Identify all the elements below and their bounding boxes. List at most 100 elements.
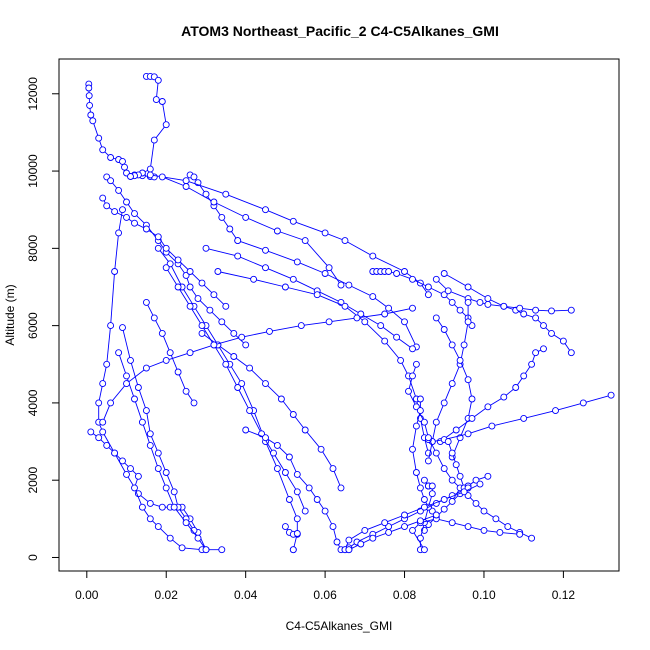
data-point — [107, 154, 115, 161]
x-axis: 0.00 0.02 0.04 0.06 0.08 0.10 0.12 — [75, 570, 575, 602]
data-point — [99, 194, 107, 202]
data-point — [95, 399, 103, 407]
data-point — [329, 465, 337, 473]
data-point — [123, 380, 130, 388]
data-point — [293, 470, 301, 478]
data-point — [420, 496, 428, 503]
data-point — [341, 237, 349, 245]
data-point — [285, 496, 293, 503]
data-point — [424, 457, 432, 465]
data-point — [230, 329, 238, 337]
data-point — [516, 530, 524, 538]
data-point — [444, 438, 452, 446]
series — [127, 72, 170, 180]
data-point — [464, 430, 472, 438]
data-point — [266, 327, 273, 335]
data-point — [301, 507, 309, 515]
data-point — [250, 275, 258, 283]
data-point — [432, 418, 440, 426]
y-tick-label: 6000 — [26, 312, 40, 339]
data-point — [162, 469, 170, 476]
series-line — [122, 327, 195, 531]
data-point — [333, 538, 341, 546]
data-point — [166, 534, 174, 542]
data-point — [448, 476, 456, 484]
data-point — [154, 76, 162, 84]
data-point — [401, 523, 408, 531]
data-point — [424, 434, 432, 442]
data-point — [424, 283, 432, 291]
data-point — [186, 268, 194, 275]
data-point — [119, 457, 126, 465]
data-point — [186, 349, 194, 357]
data-point — [281, 283, 289, 291]
data-point — [301, 426, 309, 434]
data-point — [246, 364, 254, 372]
series-line — [344, 483, 481, 551]
data-point — [234, 252, 242, 260]
data-point — [559, 337, 567, 345]
data-point — [317, 445, 325, 453]
data-point — [412, 469, 420, 476]
data-point — [182, 177, 190, 185]
data-point — [222, 360, 230, 368]
data-point — [357, 540, 365, 548]
data-point — [325, 318, 333, 326]
series — [95, 206, 210, 554]
data-point — [170, 488, 178, 496]
series — [186, 171, 242, 245]
data-point — [162, 484, 170, 492]
series-line — [102, 307, 413, 423]
data-point — [297, 322, 305, 330]
data-point — [401, 268, 408, 275]
data-point — [158, 98, 166, 105]
chart-title: ATOM3 Northeast_Pacific_2 C4-C5Alkanes_G… — [181, 23, 499, 39]
data-point — [476, 480, 484, 488]
data-point — [420, 546, 428, 554]
data-point — [409, 372, 416, 380]
data-point — [194, 534, 202, 542]
series — [432, 275, 575, 315]
data-point — [150, 314, 158, 322]
data-point — [154, 233, 162, 241]
data-point — [134, 472, 142, 480]
data-point — [119, 157, 126, 165]
x-tick-label: 0.00 — [75, 588, 99, 602]
data-point — [182, 271, 190, 279]
data-point — [424, 291, 432, 299]
data-point — [520, 372, 528, 380]
data-point — [293, 488, 301, 496]
data-point — [95, 434, 103, 442]
data-point — [214, 268, 222, 275]
series-line — [372, 271, 473, 326]
data-point — [456, 356, 464, 364]
data-point — [488, 422, 496, 430]
data-point — [162, 121, 170, 129]
data-point — [142, 364, 150, 372]
series — [99, 194, 230, 310]
data-point — [238, 380, 246, 388]
data-point — [246, 407, 254, 415]
data-point — [369, 534, 377, 542]
y-tick-label: 8000 — [26, 235, 40, 262]
data-point — [182, 519, 190, 527]
data-point — [440, 505, 448, 513]
data-point — [210, 198, 218, 206]
data-point — [222, 302, 230, 310]
data-point — [150, 136, 158, 144]
data-point — [440, 326, 448, 333]
data-point — [103, 360, 111, 368]
series-line — [217, 271, 429, 454]
data-point — [174, 256, 182, 264]
data-point — [262, 264, 269, 272]
data-point — [95, 134, 103, 142]
x-tick-label: 0.10 — [472, 588, 496, 602]
y-tick-label: 4000 — [26, 389, 40, 416]
data-point — [174, 368, 182, 376]
data-point — [409, 345, 416, 353]
series — [202, 244, 416, 353]
data-point — [393, 333, 401, 341]
data-point — [107, 322, 115, 330]
data-point — [321, 229, 329, 237]
data-point — [285, 453, 293, 461]
